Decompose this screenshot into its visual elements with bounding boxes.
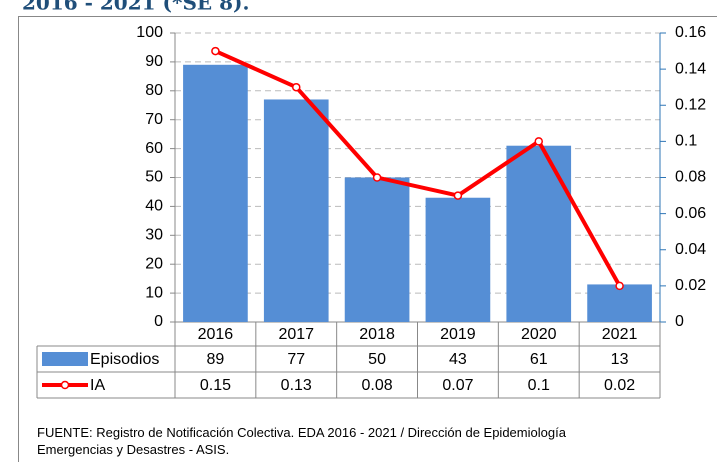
y-tick-label: 50 — [145, 169, 163, 186]
y2-tick-label: 0.16 — [675, 24, 706, 41]
y-tick-label: 70 — [145, 111, 163, 128]
source-note: FUENTE: Registro de Notificación Colecti… — [37, 425, 566, 457]
table-cell: 0.08 — [362, 377, 393, 394]
line-marker — [211, 46, 220, 56]
chart-title: 2016 - 2021 (*SE 8). — [22, 0, 249, 15]
y-tick-label: 100 — [136, 24, 163, 41]
y2-tick-label: 0.04 — [675, 241, 706, 258]
y-tick-label: 20 — [145, 255, 163, 272]
bar — [183, 64, 248, 322]
table-cell: 89 — [207, 351, 225, 368]
line-marker — [534, 137, 543, 146]
title-backdrop — [0, 0, 717, 16]
y-tick-label: 90 — [145, 53, 163, 70]
x-tick-label: 2020 — [521, 326, 557, 343]
y-tick-label: 0 — [154, 313, 163, 330]
y2-tick-label: 0.06 — [675, 205, 706, 222]
line-marker — [292, 82, 301, 92]
legend-swatch — [60, 380, 70, 390]
bar — [344, 177, 410, 322]
bar — [263, 99, 329, 322]
y2-tick-label: 0.14 — [675, 60, 706, 77]
y2-tick-label: 0 — [675, 313, 684, 330]
x-tick-label: 2017 — [278, 326, 314, 343]
line-marker — [453, 191, 463, 200]
y-tick-label: 30 — [145, 227, 163, 244]
table-cell: 61 — [530, 351, 548, 368]
y-tick-label: 80 — [145, 82, 163, 99]
bar — [587, 284, 652, 322]
table-cell: 50 — [368, 351, 386, 368]
x-tick-label: 2019 — [440, 326, 476, 343]
line-marker — [615, 281, 624, 291]
table-cell: 0.15 — [200, 377, 231, 394]
table-cell: 0.1 — [528, 377, 550, 394]
table-cell: 77 — [287, 351, 305, 368]
y2-tick-label: 0.12 — [675, 96, 706, 113]
legend-label: Episodios — [90, 351, 159, 368]
line-marker — [372, 173, 382, 182]
table-cell: 0.13 — [281, 377, 312, 394]
x-tick-label: 2018 — [359, 326, 395, 343]
x-tick-label: 2016 — [198, 326, 234, 343]
legend-label: IA — [90, 377, 105, 394]
table-cell: 13 — [611, 351, 629, 368]
x-tick-label: 2021 — [602, 326, 638, 343]
y2-tick-label: 0.02 — [675, 277, 706, 294]
table-cell: 0.02 — [604, 377, 635, 394]
y2-tick-label: 0.1 — [675, 133, 697, 150]
line — [214, 49, 622, 287]
legend-swatch — [42, 352, 88, 366]
table-cell: 43 — [449, 351, 467, 368]
y-tick-label: 40 — [145, 198, 163, 215]
chart-border — [18, 16, 717, 462]
bar — [425, 197, 491, 322]
table-cell: 0.07 — [442, 377, 473, 394]
y-tick-label: 60 — [145, 140, 163, 157]
bar — [506, 145, 572, 322]
y-tick-label: 10 — [145, 284, 163, 301]
y2-tick-label: 0.08 — [675, 169, 706, 186]
